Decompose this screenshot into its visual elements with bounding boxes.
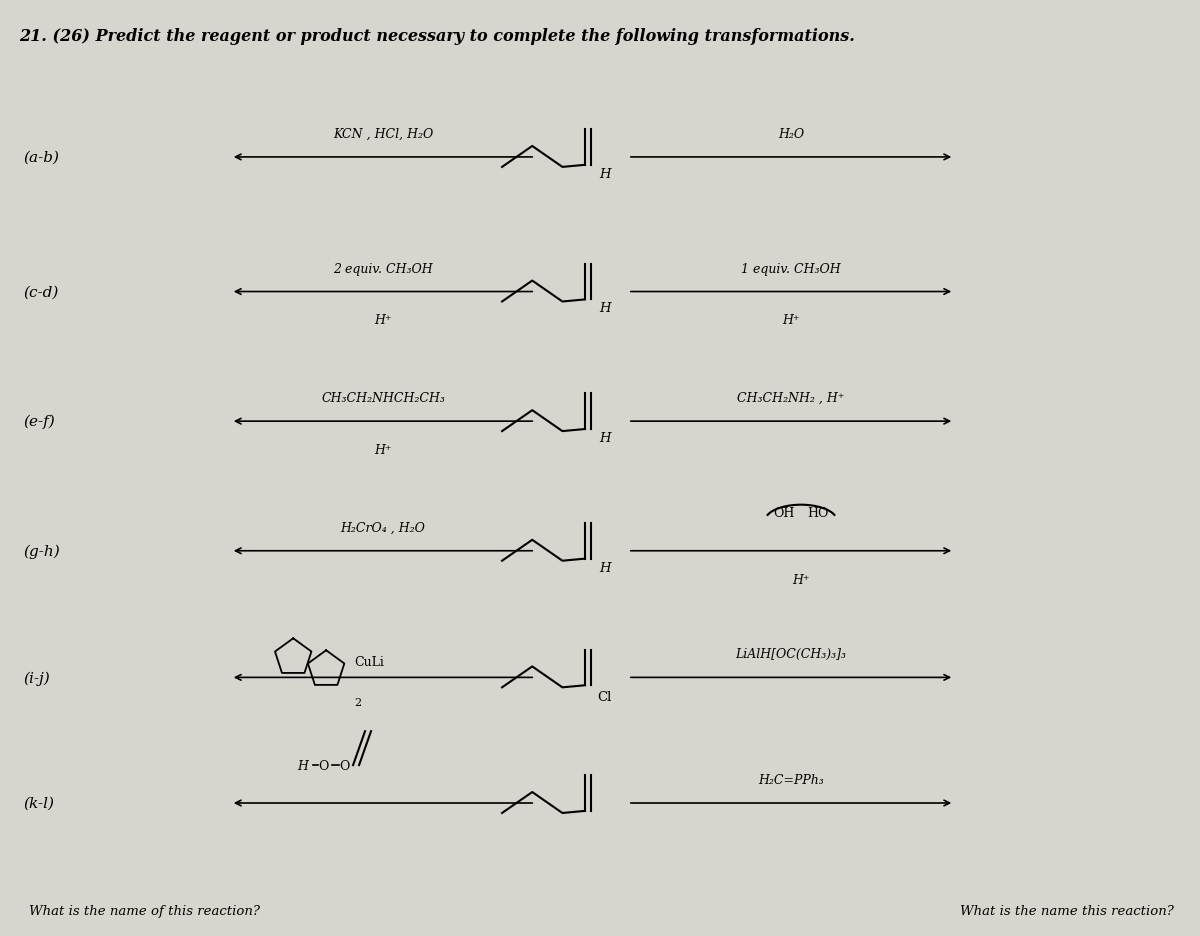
- Text: O: O: [318, 759, 329, 772]
- Text: H: H: [599, 561, 611, 574]
- Text: H: H: [599, 302, 611, 315]
- Text: (a-b): (a-b): [23, 151, 59, 165]
- Text: What is the name this reaction?: What is the name this reaction?: [960, 903, 1174, 916]
- Text: Cl: Cl: [598, 691, 611, 704]
- Text: H₂CrO₄ , H₂O: H₂CrO₄ , H₂O: [341, 521, 426, 534]
- Text: (k-l): (k-l): [23, 797, 54, 811]
- Text: KCN , HCl, H₂O: KCN , HCl, H₂O: [332, 128, 433, 140]
- Text: 21. (26) Predict the reagent or product necessary to complete the following tran: 21. (26) Predict the reagent or product …: [19, 28, 856, 45]
- Text: (i-j): (i-j): [23, 670, 50, 685]
- Text: H⁺: H⁺: [374, 314, 391, 327]
- Text: H: H: [298, 759, 308, 772]
- Text: (g-h): (g-h): [23, 544, 60, 559]
- Text: O: O: [340, 759, 349, 772]
- Text: OH: OH: [774, 507, 796, 519]
- Text: 1 equiv. CH₃OH: 1 equiv. CH₃OH: [742, 262, 841, 275]
- Text: CuLi: CuLi: [354, 655, 384, 668]
- Text: H⁺: H⁺: [782, 314, 800, 327]
- Text: H⁺: H⁺: [792, 573, 810, 586]
- Text: (c-d): (c-d): [23, 285, 59, 300]
- Text: What is the name of this reaction?: What is the name of this reaction?: [29, 903, 260, 916]
- Text: H⁺: H⁺: [374, 444, 391, 457]
- Text: (e-f): (e-f): [23, 415, 55, 429]
- Text: H: H: [599, 431, 611, 445]
- Text: HO: HO: [808, 507, 828, 519]
- Text: 2: 2: [354, 697, 361, 708]
- Text: H₂C=PPh₃: H₂C=PPh₃: [758, 773, 824, 786]
- Text: 2 equiv. CH₃OH: 2 equiv. CH₃OH: [334, 262, 433, 275]
- Text: CH₃CH₂NH₂ , H⁺: CH₃CH₂NH₂ , H⁺: [737, 392, 845, 404]
- Text: LiAlH[OC(CH₃)₃]₃: LiAlH[OC(CH₃)₃]₃: [736, 648, 846, 661]
- Text: H₂O: H₂O: [778, 128, 804, 140]
- Text: H: H: [599, 168, 611, 181]
- Text: CH₃CH₂NHCH₂CH₃: CH₃CH₂NHCH₂CH₃: [322, 392, 445, 404]
